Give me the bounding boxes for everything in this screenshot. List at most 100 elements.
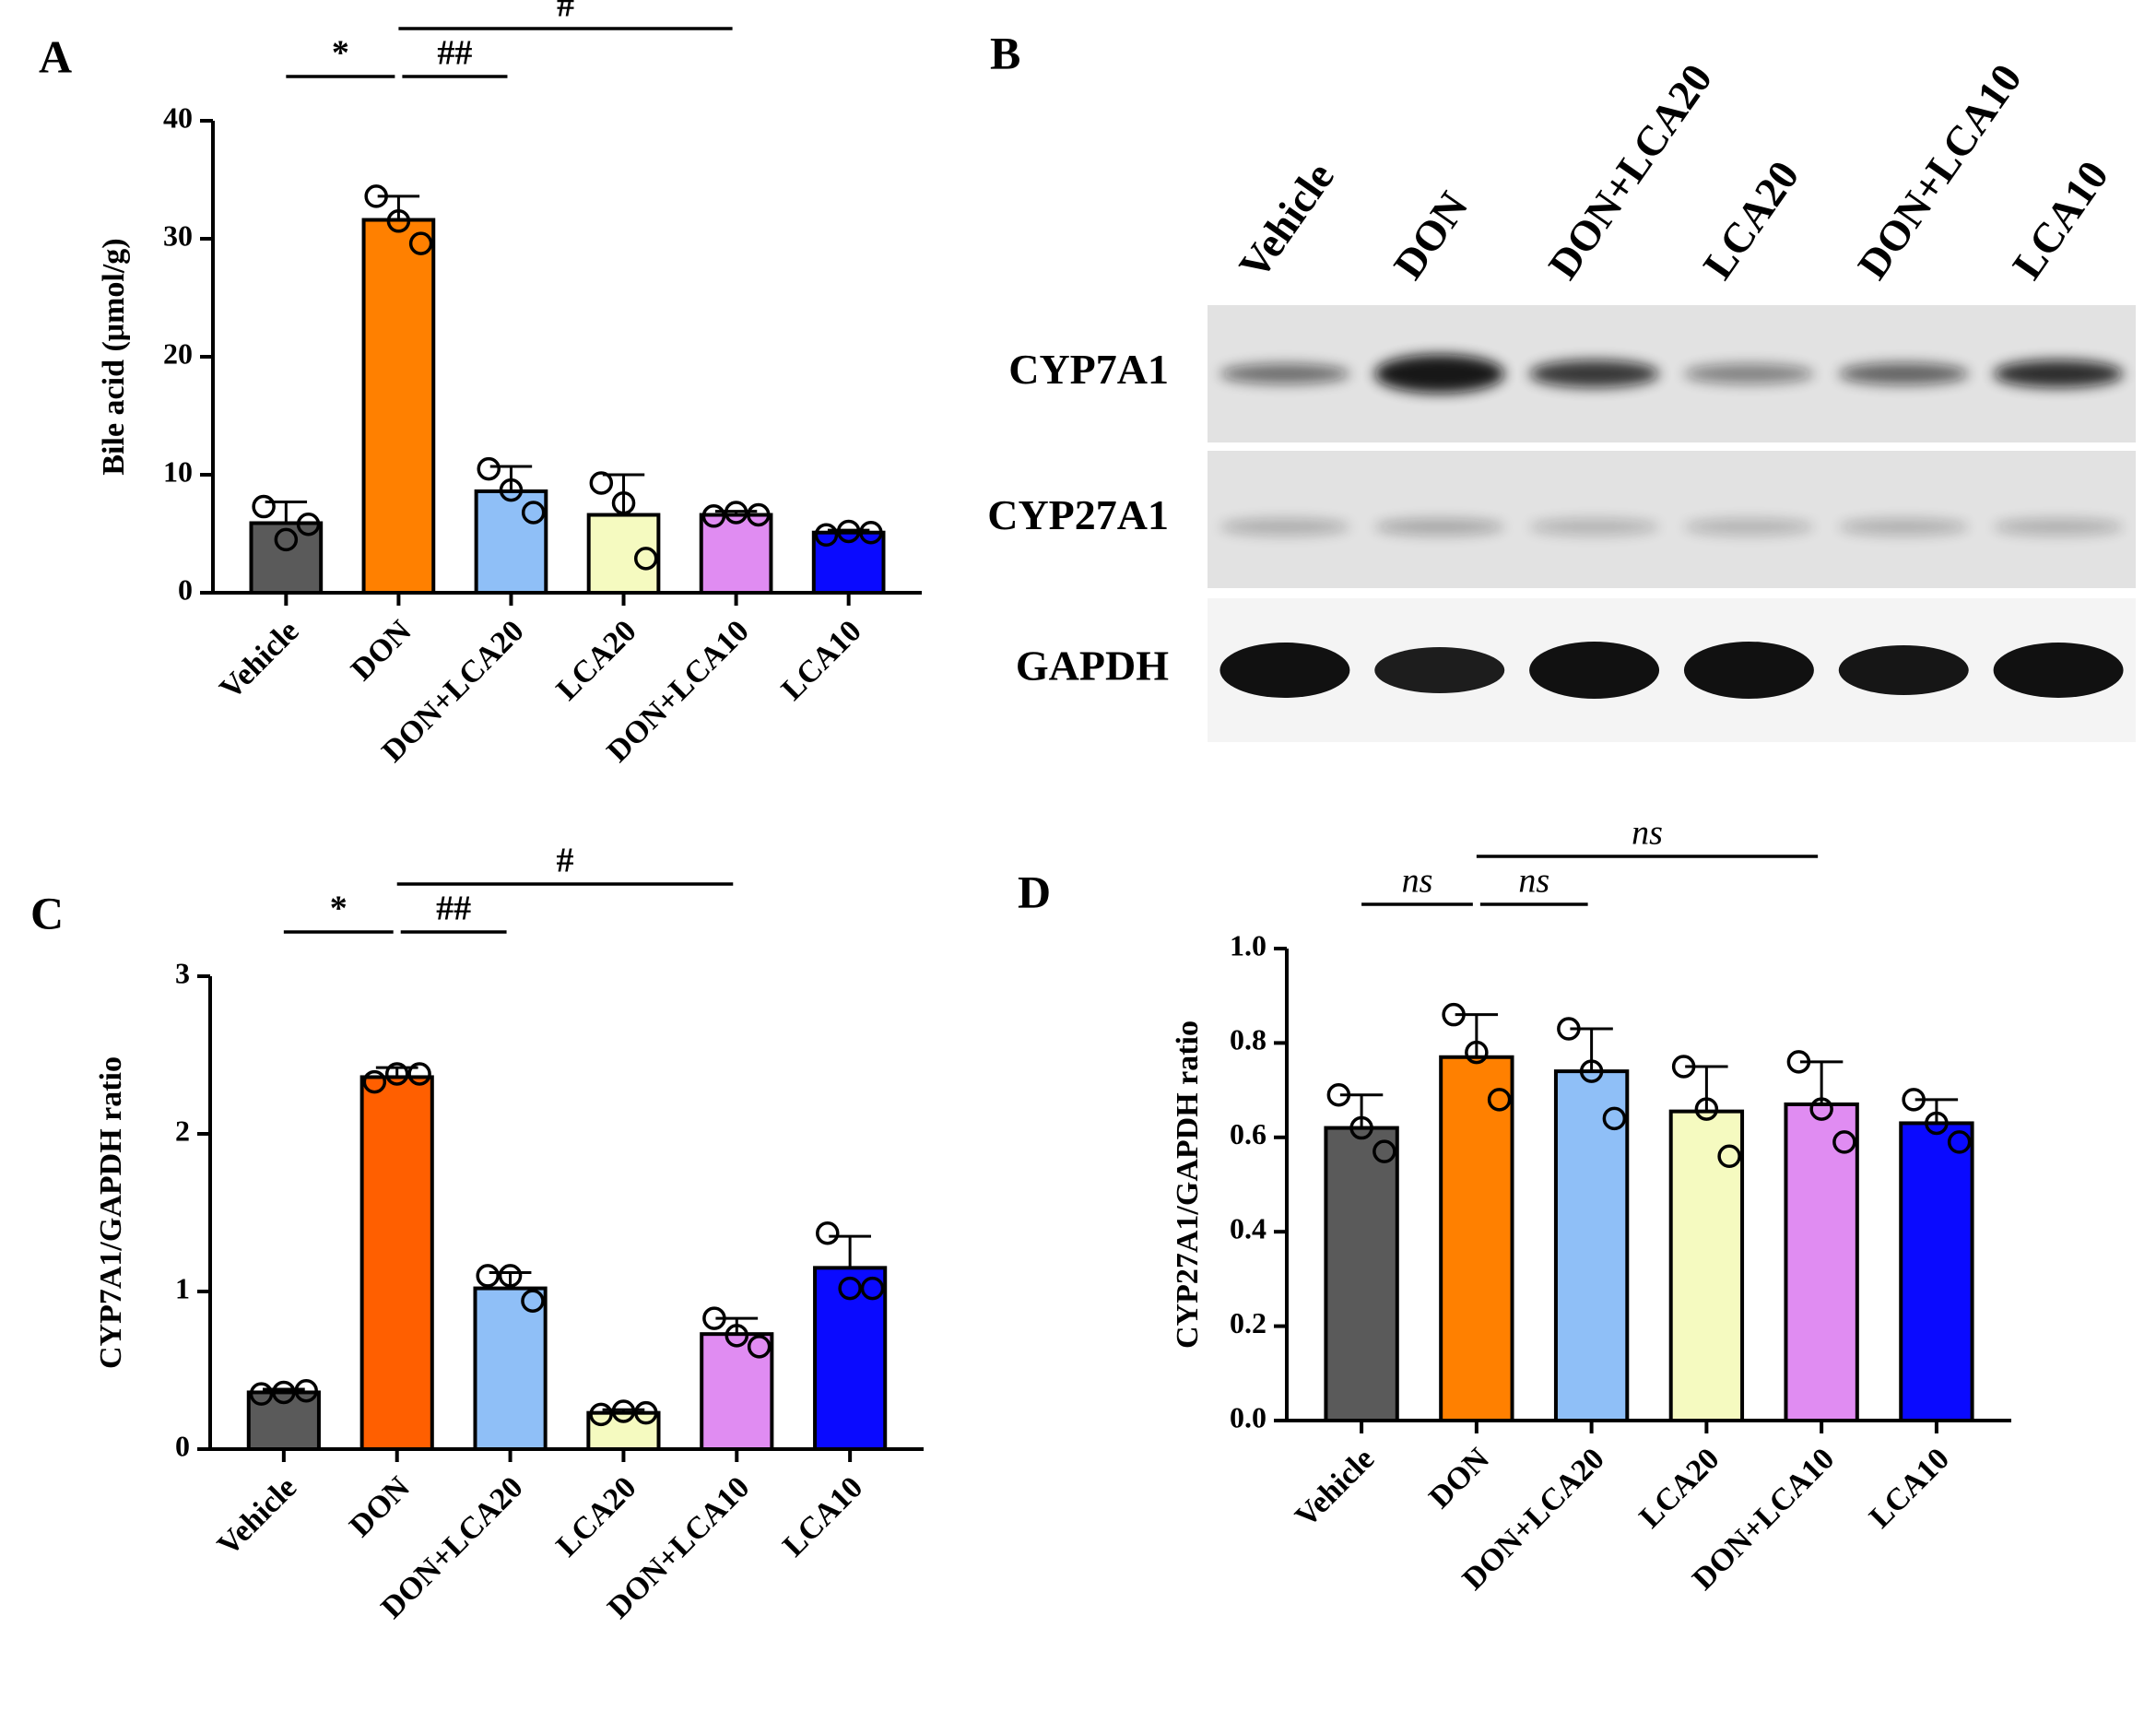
data-point (362, 1069, 387, 1094)
panel-label: B (990, 27, 1020, 78)
bar (1553, 1069, 1630, 1422)
blot-band (1374, 354, 1505, 394)
data-point (701, 504, 726, 528)
data-point (476, 1264, 500, 1288)
y-tick-label: 2 (175, 1114, 190, 1147)
blot-band (1993, 643, 2124, 698)
data-point (272, 1380, 296, 1405)
data-point (838, 1276, 862, 1301)
data-point (1602, 1106, 1627, 1131)
data-point (1671, 1055, 1696, 1079)
data-point (634, 1400, 658, 1425)
data-point (1557, 1017, 1581, 1041)
data-point (1349, 1115, 1373, 1140)
blot-band (1838, 518, 1969, 536)
row-label: CYP7A1 (1008, 346, 1169, 393)
bar (1324, 1126, 1399, 1423)
blot-band (1683, 642, 1814, 699)
data-point (407, 1062, 431, 1086)
y-tick-label: 20 (163, 336, 193, 370)
blot-band (1219, 363, 1350, 384)
data-point (1832, 1130, 1856, 1154)
data-point (1809, 1097, 1833, 1121)
blot-band (1219, 518, 1350, 536)
significance-label: ns (1518, 862, 1549, 901)
blot-band (1374, 647, 1505, 693)
y-tick-label: 0.8 (1230, 1023, 1267, 1056)
data-point (521, 501, 546, 525)
data-point (611, 1399, 636, 1423)
significance-label: * (332, 34, 349, 73)
y-tick-label: 1.0 (1230, 928, 1267, 961)
data-point (1465, 1040, 1489, 1065)
significance-label: * (330, 890, 348, 928)
data-point (1947, 1130, 1972, 1154)
blot-membrane (1208, 451, 2136, 588)
panel-label: A (39, 30, 72, 82)
y-tick-label: 1 (175, 1271, 190, 1304)
data-point (611, 490, 636, 515)
y-tick-label: 0.2 (1230, 1306, 1267, 1339)
data-point (816, 1221, 840, 1245)
y-tick-label: 0 (178, 572, 193, 606)
y-tick-label: 0.0 (1230, 1400, 1267, 1433)
significance-label: ns (1402, 862, 1433, 901)
data-point (1902, 1088, 1926, 1112)
data-point (499, 478, 524, 502)
data-point (274, 527, 299, 552)
data-point (589, 471, 614, 495)
data-point (521, 1289, 545, 1314)
data-point (1694, 1097, 1719, 1121)
data-point (814, 523, 839, 548)
blot-band (1529, 518, 1660, 536)
data-point (724, 501, 748, 525)
data-point (1487, 1088, 1512, 1112)
data-point (386, 209, 411, 233)
data-point (249, 1382, 274, 1406)
data-point (747, 502, 771, 527)
y-tick-label: 0.4 (1230, 1212, 1267, 1245)
data-point (384, 1062, 409, 1086)
blot-membrane (1208, 305, 2136, 442)
bar (1784, 1102, 1859, 1422)
bar (813, 1266, 888, 1451)
data-point (364, 184, 388, 208)
y-tick-label: 0 (175, 1429, 190, 1462)
data-point (633, 547, 658, 571)
blot-band (1993, 518, 2124, 536)
significance-label: # (557, 0, 574, 25)
blot-band (1683, 518, 1814, 536)
data-point (725, 1324, 749, 1348)
blot-band (1374, 518, 1505, 536)
blot-band (1529, 642, 1660, 699)
data-point (860, 1276, 885, 1301)
y-axis-label: CYP27A1/GAPDH ratio (1171, 1020, 1205, 1349)
data-point (408, 231, 433, 255)
bar (1439, 1055, 1514, 1422)
data-point (747, 1335, 772, 1359)
bar (586, 1410, 661, 1452)
y-tick-label: 3 (175, 956, 190, 989)
bar (474, 489, 548, 595)
y-tick-label: 10 (163, 454, 193, 488)
data-point (477, 456, 501, 481)
blot-band (1529, 360, 1660, 388)
bar (361, 218, 436, 596)
blot-band (1838, 362, 1969, 385)
y-axis-label: Bile acid (μmol/g) (97, 238, 131, 475)
significance-label: ns (1632, 814, 1663, 853)
data-point (296, 513, 321, 537)
data-point (859, 520, 883, 545)
y-axis-label: CYP7A1/GAPDH ratio (94, 1056, 128, 1369)
data-point (836, 519, 861, 544)
significance-label: ## (437, 34, 472, 73)
data-point (1786, 1050, 1811, 1074)
data-point (1925, 1111, 1949, 1136)
data-point (498, 1264, 523, 1288)
y-tick-label: 40 (163, 100, 193, 134)
bar (1668, 1109, 1745, 1422)
data-point (1326, 1082, 1351, 1107)
blot-membrane (1208, 598, 2136, 742)
